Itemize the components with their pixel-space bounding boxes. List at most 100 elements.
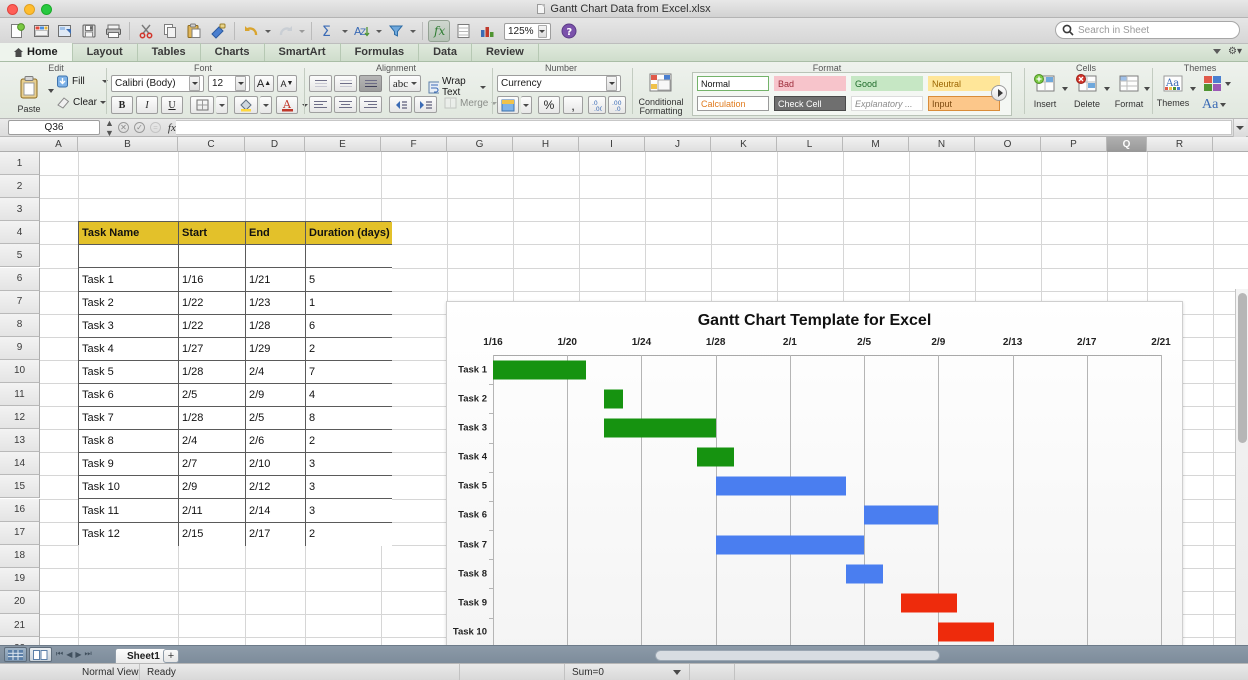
row-header-18[interactable]: 18: [0, 544, 40, 568]
row-header-10[interactable]: 10: [0, 359, 40, 383]
zoom-dropdown-icon[interactable]: [537, 24, 547, 38]
table-cell[interactable]: Task 12: [79, 522, 179, 546]
italic-button[interactable]: I: [136, 96, 158, 114]
align-left-button[interactable]: [309, 96, 332, 113]
table-header-cell[interactable]: Start: [179, 222, 246, 246]
table-cell[interactable]: 7: [306, 360, 392, 384]
column-header-J[interactable]: J: [645, 137, 711, 152]
table-cell[interactable]: 8: [306, 407, 392, 431]
column-header-N[interactable]: N: [909, 137, 975, 152]
sheet-nav-arrows[interactable]: ⏮ ◀ ▶ ⏭: [56, 649, 92, 659]
vertical-scrollbar-thumb[interactable]: [1238, 293, 1247, 443]
tab-smartart[interactable]: SmartArt: [265, 43, 341, 61]
delete-dropdown-icon[interactable]: [1104, 87, 1110, 91]
align-top-button[interactable]: [309, 75, 332, 92]
decrease-indent-button[interactable]: [389, 96, 412, 113]
table-header-cell[interactable]: Duration (days): [306, 222, 392, 246]
table-cell[interactable]: 1/29: [246, 337, 306, 361]
table-cell[interactable]: Task 11: [79, 499, 179, 523]
comma-format-button[interactable]: ,: [563, 96, 583, 114]
tab-charts[interactable]: Charts: [201, 43, 265, 61]
conditional-formatting-button[interactable]: Conditional Formatting: [636, 73, 686, 116]
new-document-icon[interactable]: [6, 20, 28, 42]
redo-icon[interactable]: [274, 20, 296, 42]
sort-dropdown-icon[interactable]: [375, 20, 383, 42]
cell-style-check-cell[interactable]: Check Cell: [774, 96, 846, 111]
column-header-O[interactable]: O: [975, 137, 1041, 152]
row-header-14[interactable]: 14: [0, 452, 40, 476]
formula-builder-circle-icon[interactable]: =: [149, 122, 161, 133]
table-cell[interactable]: 6: [306, 314, 392, 338]
column-header-F[interactable]: F: [381, 137, 447, 152]
orientation-button[interactable]: abc: [389, 75, 421, 92]
font-size-select[interactable]: 12: [208, 75, 250, 92]
column-header-A[interactable]: A: [40, 137, 78, 152]
cell-styles-more-button[interactable]: [991, 85, 1007, 101]
cell-style-calculation[interactable]: Calculation: [697, 96, 769, 111]
row-header-13[interactable]: 13: [0, 429, 40, 453]
bold-button[interactable]: B: [111, 96, 133, 114]
cell-style-normal[interactable]: Normal: [697, 76, 769, 91]
fill-color-button[interactable]: [234, 96, 258, 114]
row-header-12[interactable]: 12: [0, 406, 40, 430]
prev-sheet-icon[interactable]: ◀: [66, 649, 73, 659]
fill-color-dropdown-icon[interactable]: [260, 96, 272, 114]
number-format-select[interactable]: Currency: [497, 75, 621, 92]
filter-dropdown-icon[interactable]: [409, 20, 417, 42]
table-cell[interactable]: 2/5: [179, 383, 246, 408]
table-cell[interactable]: 2/6: [246, 430, 306, 454]
table-cell[interactable]: Task 9: [79, 453, 179, 477]
align-center-button[interactable]: [334, 96, 357, 113]
table-cell[interactable]: Task 7: [79, 407, 179, 431]
filter-icon[interactable]: [385, 20, 407, 42]
vertical-scrollbar[interactable]: [1235, 289, 1248, 645]
row-header-17[interactable]: 17: [0, 521, 40, 545]
table-cell[interactable]: 1/27: [179, 337, 246, 361]
column-header-M[interactable]: M: [843, 137, 909, 152]
clear-dropdown-icon[interactable]: [99, 101, 106, 104]
insert-dropdown-icon[interactable]: [1062, 87, 1068, 91]
table-cell[interactable]: [79, 245, 179, 269]
table-cell[interactable]: 3: [306, 453, 392, 477]
font-color-button[interactable]: A: [276, 96, 298, 114]
gantt-bar[interactable]: [715, 476, 846, 496]
row-header-11[interactable]: 11: [0, 383, 40, 407]
autosum-icon[interactable]: Σ: [317, 20, 339, 42]
column-header-I[interactable]: I: [579, 137, 645, 152]
grow-font-button[interactable]: A ▲: [254, 75, 274, 92]
column-header-R[interactable]: R: [1147, 137, 1213, 152]
table-cell[interactable]: [246, 245, 306, 269]
save-as-icon[interactable]: [54, 20, 76, 42]
merge-button[interactable]: Merge: [444, 97, 498, 109]
font-family-dropdown-icon[interactable]: [189, 76, 200, 91]
row-header-2[interactable]: 2: [0, 175, 40, 199]
table-cell[interactable]: [179, 245, 246, 269]
maximize-window-button[interactable]: [41, 4, 52, 15]
tab-formulas[interactable]: Formulas: [341, 43, 420, 61]
row-header-9[interactable]: 9: [0, 336, 40, 360]
row-header-21[interactable]: 21: [0, 614, 40, 638]
tab-layout[interactable]: Layout: [73, 43, 138, 61]
formula-builder-icon[interactable]: fx: [428, 20, 450, 42]
wrap-text-button[interactable]: Wrap Text: [428, 76, 486, 98]
row-header-3[interactable]: 3: [0, 198, 40, 222]
percent-format-button[interactable]: %: [538, 96, 560, 114]
cell-style-input[interactable]: Input: [928, 96, 1000, 111]
table-cell[interactable]: Task 3: [79, 314, 179, 338]
sheet-icon[interactable]: [452, 20, 474, 42]
row-header-20[interactable]: 20: [0, 590, 40, 614]
table-cell[interactable]: 2/11: [179, 499, 246, 523]
open-icon[interactable]: [30, 20, 52, 42]
cut-icon[interactable]: [135, 20, 157, 42]
help-icon[interactable]: ?: [558, 20, 580, 42]
table-cell[interactable]: Task 2: [79, 291, 179, 315]
status-sum-dropdown-icon[interactable]: [673, 670, 681, 675]
chart-icon[interactable]: [476, 20, 498, 42]
table-cell[interactable]: 2/15: [179, 522, 246, 546]
formula-bar-expand-icon[interactable]: [1233, 119, 1246, 137]
table-cell[interactable]: 2/14: [246, 499, 306, 523]
column-header-D[interactable]: D: [245, 137, 305, 152]
table-cell[interactable]: 1/28: [246, 314, 306, 338]
row-header-8[interactable]: 8: [0, 313, 40, 337]
